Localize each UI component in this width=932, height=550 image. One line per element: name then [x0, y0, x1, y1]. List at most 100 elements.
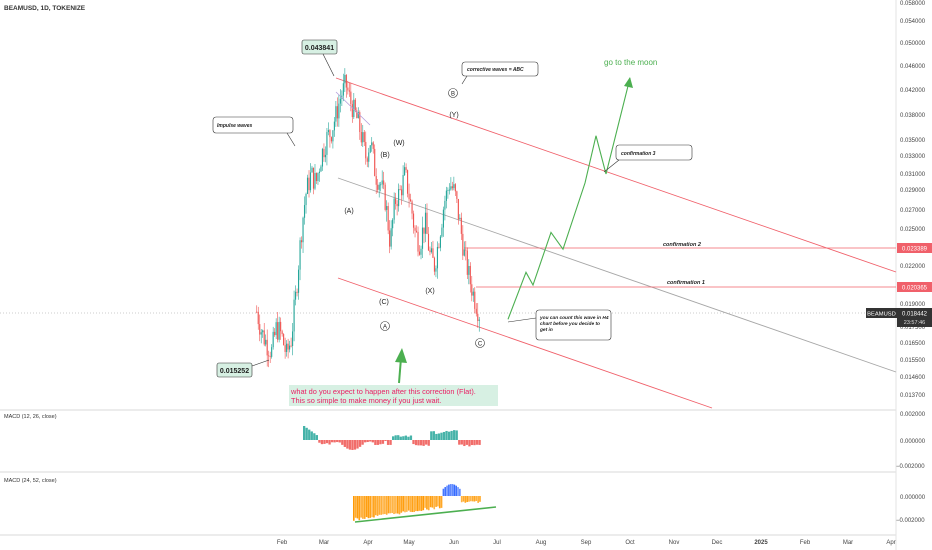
candle-body	[392, 219, 394, 229]
price-tick-label: 0.022000	[900, 264, 926, 270]
macd2-bar	[353, 496, 355, 521]
candle-body	[278, 321, 280, 340]
candle-body	[383, 180, 385, 185]
projection-arrow-icon	[624, 77, 633, 88]
confirmation-2-price: 0.023389	[902, 247, 928, 253]
count-wave-callout-box	[535, 309, 612, 341]
wave-circle-a-label: A	[383, 325, 387, 331]
macd2-tick: 0.000000	[900, 495, 926, 501]
candle-body	[380, 184, 382, 186]
macd2-bar	[473, 496, 476, 502]
candle-body	[402, 175, 404, 196]
macd2-bar	[398, 496, 401, 515]
candle-body	[439, 236, 441, 248]
macd2-bar	[418, 496, 421, 511]
candle-body	[339, 98, 341, 104]
candle-body	[353, 99, 355, 118]
price-tick-label: 0.038000	[900, 113, 926, 119]
macd1-bar	[425, 440, 428, 445]
candle-body	[350, 91, 352, 105]
macd2-bar	[437, 496, 439, 507]
candle-body	[457, 198, 459, 220]
bar-countdown: 23:57:46	[904, 320, 925, 326]
candle-body	[348, 90, 350, 92]
price-tick-label: 0.025000	[900, 227, 926, 233]
candle-body	[456, 191, 458, 199]
candle-body	[447, 189, 449, 191]
candle-body	[441, 227, 443, 237]
macd1-bar	[351, 440, 354, 450]
candle-body	[351, 104, 353, 118]
candle-body	[478, 319, 480, 321]
macd1-bar	[455, 430, 458, 440]
candle-body	[460, 217, 462, 234]
candle-body	[356, 110, 358, 119]
macd1-bar	[308, 429, 311, 440]
macd2-bar	[462, 496, 465, 502]
candle-body	[378, 184, 380, 190]
candle-body	[438, 246, 440, 248]
last-price-badge	[897, 308, 932, 327]
confirmation-3-box	[615, 144, 693, 161]
macd2-bar	[360, 496, 362, 518]
candle-body	[362, 132, 364, 143]
macd2-bar	[477, 496, 479, 503]
impulse-callout-text: Impulse waves	[217, 123, 253, 129]
candle-body	[283, 334, 285, 346]
candle-body	[390, 228, 392, 247]
candle-body	[414, 227, 416, 231]
macd1-bar	[397, 435, 400, 440]
candle-body	[401, 189, 403, 196]
candle-body	[371, 142, 373, 146]
time-tick-label: Mar	[843, 540, 853, 546]
candle-body	[269, 356, 271, 357]
price-tick-label: 0.050000	[900, 41, 926, 47]
channel-upper-line	[335, 77, 897, 273]
price-tick-label: 0.013700	[900, 393, 926, 399]
macd1-bar	[374, 440, 377, 445]
macd1-bar	[381, 440, 385, 444]
ticker-label: BEAMUSD	[867, 312, 896, 318]
macd1-bar	[330, 440, 334, 443]
macd1-bar	[371, 440, 374, 443]
time-tick-label: Nov	[669, 540, 680, 546]
candle-body	[323, 148, 325, 158]
macd2-bar	[396, 496, 399, 514]
macd1-bar	[453, 430, 456, 440]
candle-body	[296, 291, 298, 293]
candle-body	[256, 311, 258, 313]
time-tick-label: Apr	[363, 540, 372, 546]
macd2-bar	[415, 496, 417, 512]
macd1-bar	[427, 440, 430, 446]
candle-body	[275, 322, 277, 336]
candle-body	[421, 227, 424, 249]
candle-body	[395, 198, 397, 204]
candle-body	[396, 203, 398, 207]
candle-body	[266, 339, 268, 356]
time-tick-label: May	[403, 540, 414, 546]
macd2-bar	[468, 496, 470, 502]
low-label-pointer	[251, 359, 270, 367]
macd1-bar	[386, 440, 390, 445]
candle-body	[381, 180, 383, 185]
candle-body	[263, 330, 265, 345]
channel-lower-line	[337, 277, 713, 409]
up-arrow-icon	[395, 348, 407, 363]
candle-body	[326, 132, 328, 155]
time-tick-label: Feb	[277, 540, 288, 546]
candle-body	[375, 176, 377, 185]
macd2-bar	[457, 487, 459, 496]
macd2-bar	[420, 496, 423, 511]
price-tick-label: 0.029000	[900, 188, 926, 194]
candle-body	[407, 170, 409, 194]
candle-body	[442, 209, 444, 228]
high-price-label: 0.043841	[305, 45, 334, 52]
macd2-bar	[374, 496, 377, 516]
candle-body	[332, 130, 334, 142]
macd1-bar	[445, 430, 448, 440]
candle-body	[311, 167, 313, 173]
macd2-bar	[362, 496, 364, 519]
candle-body	[369, 145, 371, 153]
confirmation-3-text: confirmation 3	[621, 151, 656, 157]
